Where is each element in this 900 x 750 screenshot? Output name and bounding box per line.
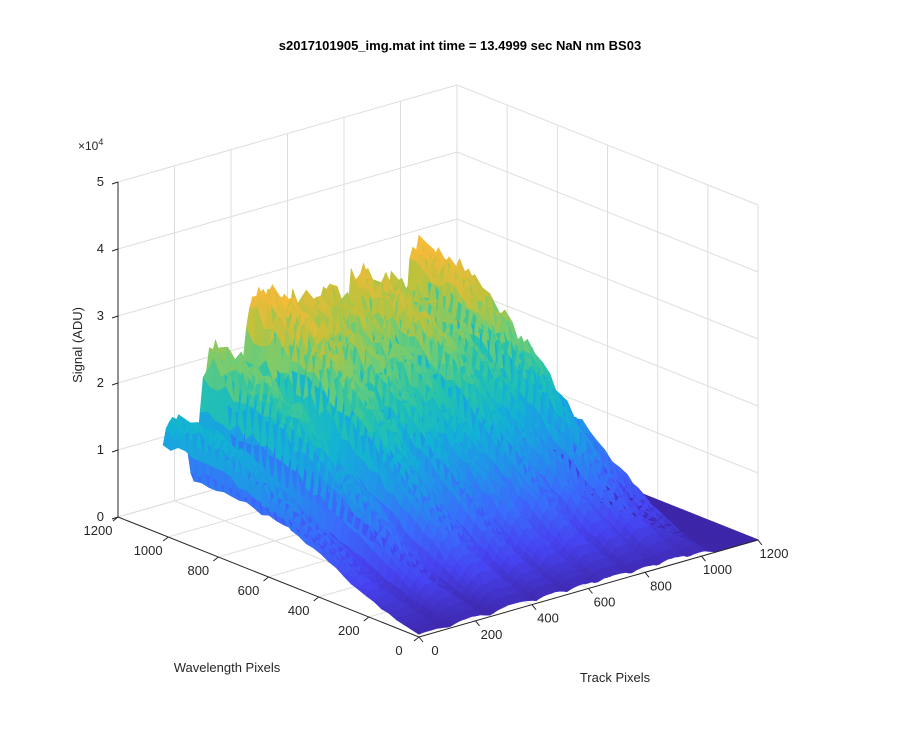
z-tick-label: 3 xyxy=(97,308,104,323)
y-tick-label: 1200 xyxy=(84,523,113,538)
x-tick-label: 200 xyxy=(481,627,503,642)
chart-title: s2017101905_img.mat int time = 13.4999 s… xyxy=(279,38,641,53)
z-tick-label: 5 xyxy=(97,174,104,189)
y-tick-label: 400 xyxy=(288,603,310,618)
grid-line xyxy=(456,218,759,340)
z-tick-mark xyxy=(111,449,119,453)
x-tick-mark xyxy=(418,636,424,643)
z-exponent-power: 4 xyxy=(98,137,103,147)
x-tick-label: 400 xyxy=(537,611,559,626)
z-tick-label: 1 xyxy=(97,442,104,457)
grid-line xyxy=(117,151,458,250)
grid-line xyxy=(117,218,458,317)
y-tick-label: 800 xyxy=(187,563,209,578)
x-tick-label: 0 xyxy=(431,643,438,658)
x-tick-mark xyxy=(588,588,593,594)
y-tick-mark xyxy=(263,576,269,582)
z-exponent-label: ×104 xyxy=(78,137,103,153)
y-tick-label: 1000 xyxy=(134,543,163,558)
y-tick-mark xyxy=(363,616,370,622)
z-exponent-base: ×10 xyxy=(78,139,99,153)
grid-line xyxy=(117,84,458,183)
y-tick-mark xyxy=(213,556,219,562)
x-tick-mark xyxy=(701,555,706,562)
x-tick-label: 800 xyxy=(650,578,672,593)
y-tick-label: 0 xyxy=(395,643,402,658)
z-tick-label: 2 xyxy=(97,375,104,390)
x-tick-mark xyxy=(644,572,650,578)
x-tick-mark xyxy=(531,604,537,610)
z-tick-label: 0 xyxy=(97,509,104,524)
y-tick-mark xyxy=(413,636,420,642)
grid-line xyxy=(456,151,759,273)
z-axis-label: Signal (ADU) xyxy=(70,307,85,383)
surface-layer xyxy=(162,234,759,635)
x-tick-label: 600 xyxy=(594,595,616,610)
z-tick-mark xyxy=(111,181,119,185)
y-tick-label: 600 xyxy=(238,583,260,598)
x-tick-mark xyxy=(475,620,480,627)
z-tick-mark xyxy=(111,382,119,386)
z-tick-label: 4 xyxy=(97,241,104,256)
z-tick-mark xyxy=(111,315,119,319)
y-tick-label: 200 xyxy=(338,623,360,638)
grid-line xyxy=(456,84,759,206)
x-tick-mark xyxy=(757,539,763,546)
x-axis-label: Track Pixels xyxy=(580,670,651,685)
y-tick-mark xyxy=(313,596,319,602)
x-tick-label: 1200 xyxy=(760,546,789,561)
y-tick-mark xyxy=(162,536,169,542)
z-tick-mark xyxy=(111,248,119,252)
grid-line xyxy=(456,285,759,407)
x-tick-label: 1000 xyxy=(703,562,732,577)
y-axis-label: Wavelength Pixels xyxy=(174,660,281,675)
